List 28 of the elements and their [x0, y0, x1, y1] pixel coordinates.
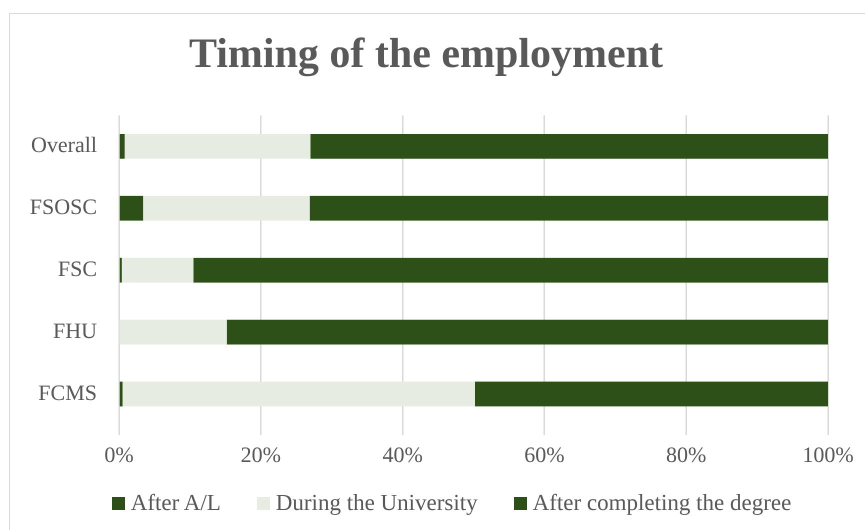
y-tick-label: FSC: [58, 256, 97, 281]
bar: [193, 258, 828, 283]
x-tick-label: 100%: [802, 442, 854, 467]
y-tick-label: FHU: [52, 318, 98, 343]
legend-label: After completing the degree: [532, 490, 792, 516]
bar: [120, 134, 125, 159]
x-tick-label: 20%: [240, 442, 281, 467]
bar: [143, 196, 310, 221]
bar: [474, 382, 828, 406]
y-tick-label: FSOSC: [30, 194, 97, 220]
y-tick-label: FCMS: [38, 380, 97, 405]
bar: [122, 382, 475, 406]
bar: [124, 134, 310, 159]
x-tick-label: 0%: [104, 442, 134, 467]
legend-label: After A/L: [130, 490, 221, 516]
bar: [120, 196, 144, 221]
x-tick-label: 80%: [666, 442, 706, 467]
bar: [310, 134, 828, 159]
legend-label: During the University: [276, 490, 478, 516]
x-tick-label: 40%: [382, 442, 423, 467]
chart-title: Timing of the employment: [188, 31, 664, 78]
bar: [310, 196, 828, 221]
x-tick-label: 60%: [524, 442, 565, 467]
y-tick-label: Overall: [31, 132, 97, 158]
bar: [120, 320, 227, 345]
bar: [226, 320, 828, 345]
bar: [122, 258, 194, 283]
bar: [120, 382, 123, 406]
